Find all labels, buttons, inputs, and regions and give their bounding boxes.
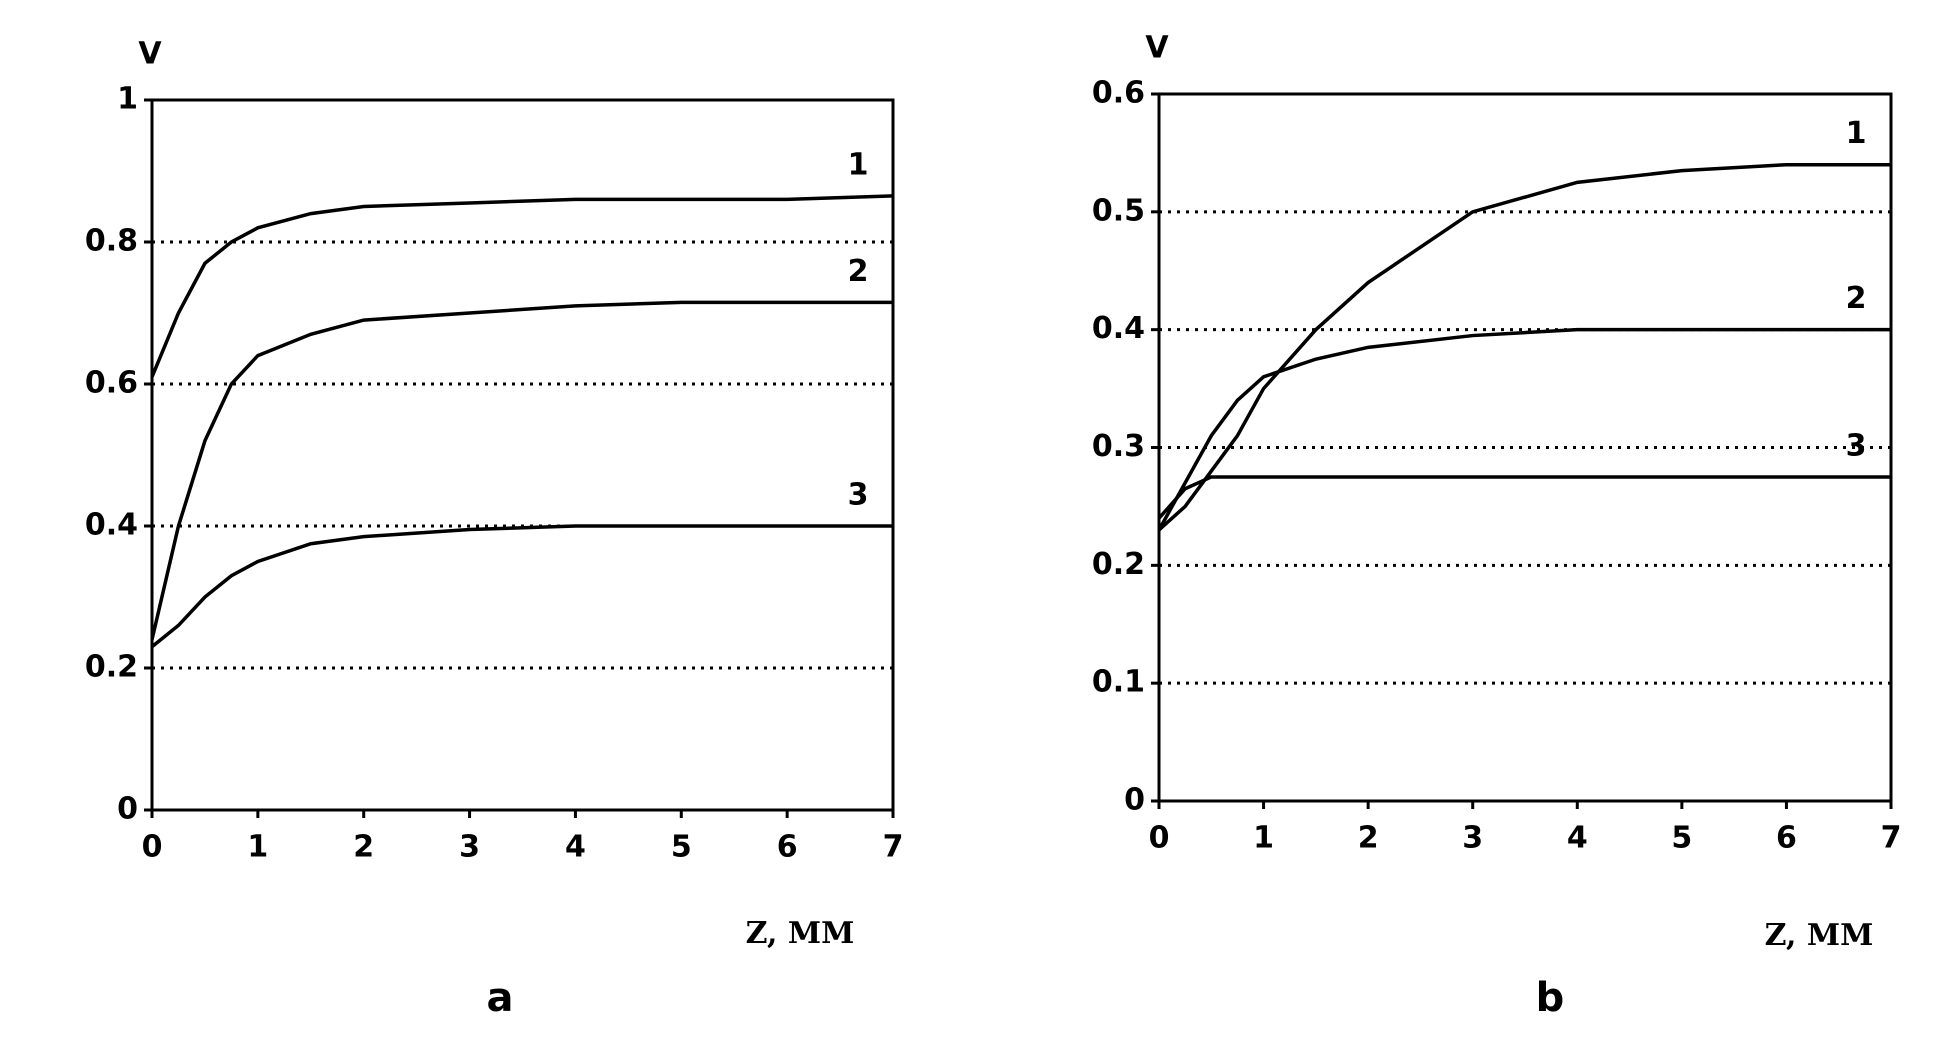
x-axis-label: Z, MM bbox=[746, 916, 855, 951]
y-axis-label: V bbox=[1145, 31, 1169, 66]
x-tick-label: 6 bbox=[1776, 821, 1797, 856]
y-tick-label: 0.6 bbox=[1092, 76, 1145, 111]
y-tick-label: 0.1 bbox=[1092, 665, 1145, 700]
y-axis-label: V bbox=[138, 37, 162, 72]
x-tick-label: 2 bbox=[1358, 821, 1379, 856]
y-tick-label: 0.8 bbox=[85, 224, 138, 259]
curve bbox=[150, 524, 893, 649]
curve-label: 2 bbox=[848, 254, 869, 289]
x-tick-label: 3 bbox=[459, 830, 480, 865]
x-tick-label: 4 bbox=[565, 830, 586, 865]
y-tick-label: 0.2 bbox=[1092, 547, 1145, 582]
x-tick-label: 4 bbox=[1567, 821, 1588, 856]
y-tick-label: 0.6 bbox=[85, 366, 138, 401]
curve-label: 2 bbox=[1846, 281, 1867, 316]
y-tick-label: 0.4 bbox=[85, 508, 138, 543]
curve bbox=[1157, 475, 1891, 520]
x-tick-label: 2 bbox=[353, 830, 374, 865]
plot-frame bbox=[150, 98, 895, 812]
curve bbox=[150, 300, 893, 640]
y-tick-label: 0.4 bbox=[1092, 311, 1145, 346]
curve-label: 1 bbox=[848, 147, 869, 182]
x-tick-label: 5 bbox=[1671, 821, 1692, 856]
y-tick-label: 1 bbox=[117, 82, 138, 117]
curve bbox=[1157, 162, 1891, 532]
x-tick-label: 0 bbox=[142, 830, 163, 865]
curve bbox=[150, 194, 894, 378]
x-tick-label: 7 bbox=[1881, 821, 1902, 856]
y-tick-label: 0 bbox=[117, 792, 138, 827]
y-tick-label: 0.2 bbox=[85, 650, 138, 685]
y-tick-label: 0 bbox=[1124, 783, 1145, 818]
y-tick-label: 0.5 bbox=[1092, 193, 1145, 228]
panel-caption: b bbox=[1536, 975, 1565, 1021]
curve-label: 1 bbox=[1846, 116, 1867, 151]
x-axis-label: Z, MM bbox=[1765, 918, 1874, 953]
x-tick-label: 5 bbox=[671, 830, 692, 865]
curve bbox=[1157, 327, 1891, 531]
panel-caption: a bbox=[487, 975, 514, 1021]
x-tick-label: 6 bbox=[777, 830, 798, 865]
x-tick-label: 1 bbox=[1253, 821, 1274, 856]
curve-label: 3 bbox=[848, 478, 869, 513]
y-tick-label: 0.3 bbox=[1092, 429, 1145, 464]
x-tick-label: 7 bbox=[883, 830, 904, 865]
x-tick-label: 3 bbox=[1462, 821, 1483, 856]
curve-label: 3 bbox=[1846, 428, 1867, 463]
x-tick-label: 0 bbox=[1149, 821, 1170, 856]
x-tick-label: 1 bbox=[247, 830, 268, 865]
